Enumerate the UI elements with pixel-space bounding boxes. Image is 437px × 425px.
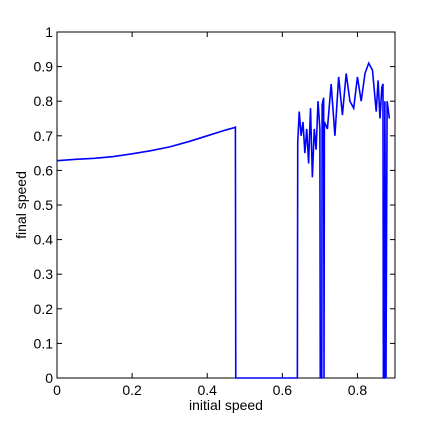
y-tick-label: 0.3: [34, 266, 54, 282]
axes-box: [56, 31, 396, 379]
x-tick-label: 0: [53, 382, 61, 398]
x-tick-label: 0.8: [348, 382, 368, 398]
x-tick-label: 0.6: [273, 382, 293, 398]
y-tick-label: 0.8: [34, 93, 54, 109]
y-tick-label: 0.7: [34, 128, 54, 144]
y-tick-label: 0.9: [34, 59, 54, 75]
data-line: [56, 61, 391, 379]
y-tick-label: 0.4: [34, 232, 54, 248]
y-tick-label: 1: [45, 24, 53, 40]
y-tick-label: 0.1: [34, 335, 54, 351]
y-tick-label: 0.6: [34, 162, 54, 178]
y-tick-label: 0: [45, 370, 53, 386]
y-axis-label: final speed: [13, 171, 29, 239]
y-tick-label: 0.5: [34, 197, 54, 213]
y-tick-label: 0.2: [34, 301, 54, 317]
x-axis-label: initial speed: [189, 397, 263, 413]
x-tick-label: 0.4: [197, 382, 217, 398]
x-tick-label: 0.2: [122, 382, 142, 398]
